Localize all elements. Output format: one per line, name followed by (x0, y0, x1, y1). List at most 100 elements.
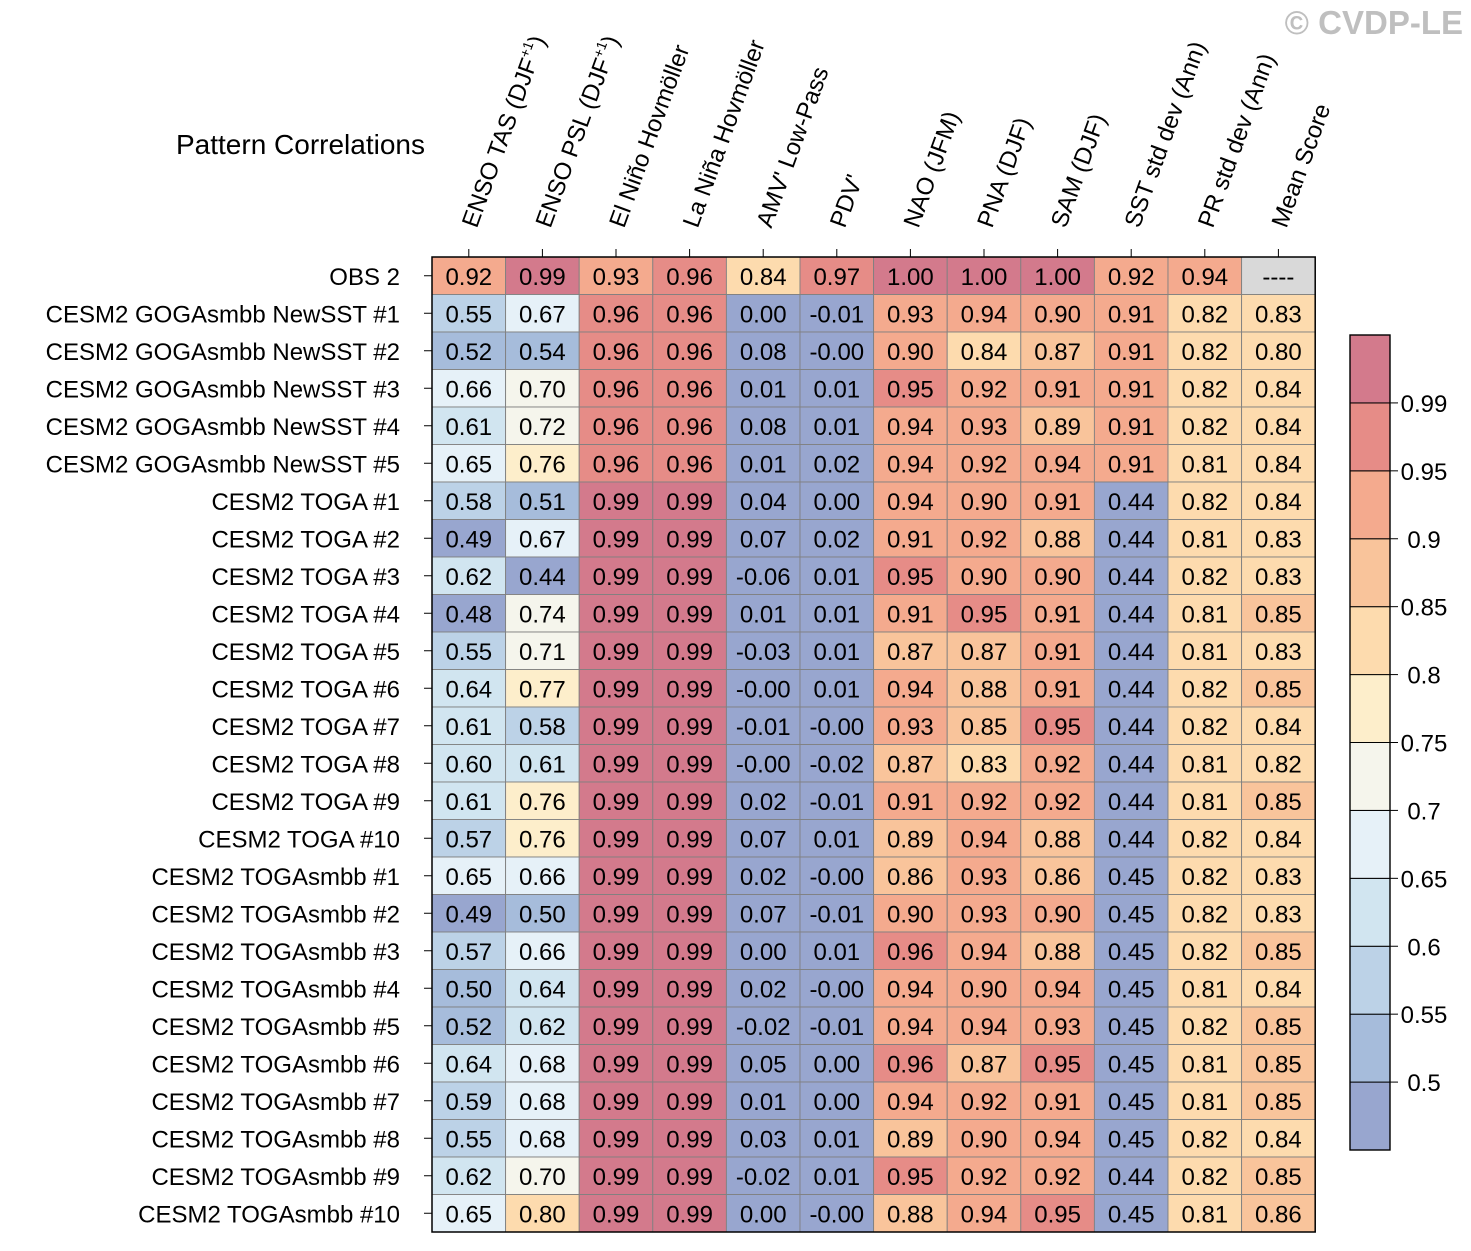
cell-value: 0.90 (1034, 901, 1081, 928)
cell-value: 0.89 (887, 826, 934, 853)
cell-value: 0.92 (961, 1164, 1008, 1191)
cell-value: 0.65 (445, 864, 492, 891)
row-label: CESM2 GOGAsmbb NewSST #3 (46, 376, 400, 403)
heatmap-cell (946, 1119, 1022, 1158)
heatmap-cell (946, 1044, 1022, 1083)
row-label: CESM2 TOGAsmbb #9 (151, 1164, 400, 1191)
heatmap-cell (431, 369, 507, 408)
heatmap-cell (578, 519, 654, 558)
heatmap-cell (505, 894, 580, 933)
cell-value: 0.07 (740, 901, 787, 928)
cell-value: 0.95 (887, 1164, 934, 1191)
cell-value: 0.94 (961, 301, 1008, 328)
cell-value: 0.84 (1255, 451, 1302, 478)
cell-value: 0.82 (1181, 414, 1228, 441)
cell-value: 0.68 (519, 1089, 566, 1116)
heatmap-cell (431, 969, 507, 1008)
cell-value: 0.57 (445, 939, 492, 966)
cell-value: -0.01 (809, 789, 864, 816)
cell-value: 0.92 (961, 789, 1008, 816)
cell-value: -0.01 (809, 301, 864, 328)
heatmap-cell (652, 1044, 727, 1083)
cell-value: -0.01 (809, 1014, 864, 1041)
cell-value: 0.94 (887, 451, 934, 478)
cell-value: 0.00 (740, 939, 787, 966)
heatmap-cell (799, 706, 875, 745)
colorbar-bin (1349, 809, 1391, 879)
cell-value: 0.84 (1255, 376, 1302, 403)
cell-value: 0.45 (1108, 1126, 1155, 1153)
cell-value: 0.52 (445, 1014, 492, 1041)
heatmap-cell (946, 819, 1022, 858)
heatmap-cell (1167, 706, 1243, 745)
heatmap-cell (1020, 331, 1095, 370)
cell-value: 0.99 (666, 1014, 713, 1041)
heatmap-cell (505, 444, 580, 483)
cell-value: 0.08 (740, 414, 787, 441)
cell-value: 0.88 (1034, 939, 1081, 966)
heatmap-cell (652, 706, 727, 745)
heatmap-cell (1241, 669, 1316, 708)
cell-value: 0.66 (519, 864, 566, 891)
row-label: CESM2 TOGAsmbb #4 (151, 976, 400, 1003)
cell-value: 0.01 (813, 939, 860, 966)
heatmap-cell (505, 1006, 580, 1045)
column-label: El Niño Hovmöller (604, 41, 695, 231)
cell-value: 0.99 (666, 939, 713, 966)
heatmap-cell (946, 331, 1022, 370)
cell-value: 0.91 (1108, 414, 1155, 441)
heatmap-cell (578, 556, 654, 595)
heatmap-cell (578, 1156, 654, 1195)
heatmap-cell (873, 1156, 948, 1195)
cell-value: 0.61 (445, 414, 492, 441)
cell-value: 0.93 (887, 714, 934, 741)
cell-value: 0.93 (961, 901, 1008, 928)
heatmap-cell (799, 969, 875, 1008)
colorbar-bin (1349, 1081, 1391, 1151)
cell-value: 0.82 (1181, 676, 1228, 703)
cell-value: 0.80 (519, 1201, 566, 1228)
heatmap-cell (725, 706, 801, 745)
heatmap-cell (1241, 406, 1316, 445)
cell-value: 0.95 (1034, 1201, 1081, 1228)
heatmap-cell (873, 331, 948, 370)
heatmap-cell (1093, 969, 1169, 1008)
colorbar-label: 0.9 (1407, 527, 1440, 554)
cell-value: 0.87 (961, 1051, 1008, 1078)
heatmap-cell (873, 481, 948, 520)
heatmap-cell (946, 256, 1022, 295)
heatmap-cell (946, 594, 1022, 633)
cell-value: 0.51 (519, 489, 566, 516)
cell-value: 0.99 (666, 489, 713, 516)
cell-value: 0.65 (445, 451, 492, 478)
cell-value: 0.99 (593, 1164, 640, 1191)
cell-value: 0.45 (1108, 1014, 1155, 1041)
cell-value: 0.57 (445, 826, 492, 853)
cell-value: 0.99 (666, 1089, 713, 1116)
heatmap-cell (1020, 631, 1095, 670)
cell-value: 0.85 (1255, 1089, 1302, 1116)
heatmap-cell (873, 406, 948, 445)
cell-value: 0.81 (1181, 1201, 1228, 1228)
cell-value: 0.44 (1108, 1164, 1155, 1191)
cell-value: 0.01 (813, 676, 860, 703)
heatmap-cell (652, 1081, 727, 1120)
cell-value: -0.00 (736, 751, 791, 778)
cell-value: 0.02 (813, 451, 860, 478)
heatmap-cell (652, 1156, 727, 1195)
heatmap-cell (505, 1194, 580, 1233)
cell-value: 0.01 (813, 376, 860, 403)
heatmap-cell (725, 631, 801, 670)
colorbar-bin (1349, 945, 1391, 1015)
cell-value: 0.61 (445, 714, 492, 741)
cell-value: 0.93 (593, 264, 640, 291)
cell-value: 0.94 (1181, 264, 1228, 291)
heatmap-cell (1020, 256, 1095, 295)
cell-value: 0.99 (593, 676, 640, 703)
cell-value: 0.74 (519, 601, 566, 628)
heatmap-cell (1241, 594, 1316, 633)
cell-value: 0.96 (593, 301, 640, 328)
cell-value: 0.44 (1108, 526, 1155, 553)
heatmap-cell (1093, 294, 1169, 333)
cell-value: 0.94 (1034, 451, 1081, 478)
